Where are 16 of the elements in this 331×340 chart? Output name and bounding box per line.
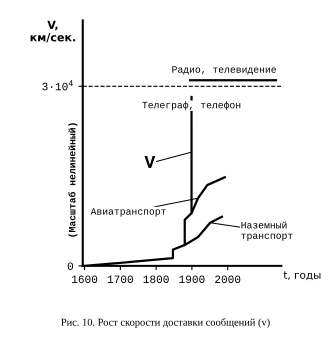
text: Рис. 10. Рост скорости доставки сообщений (v) bbox=[61, 318, 270, 328]
annotation: Радио, телевидение bbox=[172, 66, 276, 75]
annotation: Телеграф, телефон bbox=[142, 101, 240, 110]
annotation: Авиатранспорт bbox=[90, 208, 166, 217]
x-tick-label: 1900 bbox=[179, 276, 205, 284]
text: (Масштаб нелинейный) bbox=[68, 123, 78, 237]
x-tick-label: 2000 bbox=[215, 276, 240, 284]
x-axis-title: t, годы bbox=[284, 271, 320, 280]
x-tick-label: 1700 bbox=[108, 276, 133, 284]
y-tick-label: 0 bbox=[68, 262, 74, 270]
y-tick-label: 3·10$^{4}$ bbox=[42, 80, 73, 90]
x-tick-label: 1800 bbox=[144, 276, 169, 284]
x-tick-label: 1600 bbox=[72, 276, 98, 284]
annotation: V bbox=[144, 156, 156, 168]
annotation: Наземный транспорт bbox=[241, 221, 293, 241]
y-axis-title: V, км/сек. bbox=[30, 20, 76, 42]
